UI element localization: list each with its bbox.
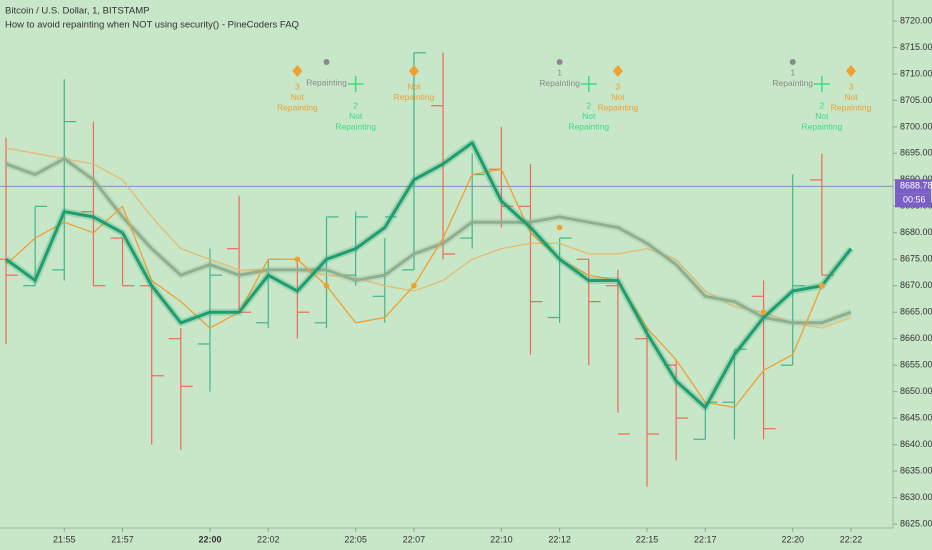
signal-label: 3 [616,81,621,91]
signal-diamond [612,65,623,77]
y-tick-label: 8660.00 [900,333,932,343]
signal-label: Not [844,92,858,102]
line-series [5,157,852,325]
signal-label: 1 [557,67,562,77]
signal-diamond [408,65,419,77]
x-tick-label: 22:15 [636,534,659,544]
signal-label: Repainting [335,121,376,131]
signal-diamond [292,65,303,77]
signal-label: Repainting [277,102,318,112]
signal-label: Not [291,92,305,102]
signal-circle [323,59,330,65]
signal-cross [580,76,597,92]
y-tick-label: 8650.00 [900,386,932,396]
signal-label: Not [582,111,596,121]
y-tick-label: 8690.00 [900,174,932,184]
signal-dot [294,256,301,263]
signal-label: Repainting [539,78,580,88]
signal-circle [556,59,563,65]
signal-label: Not [815,111,829,121]
y-tick-label: 8640.00 [900,439,932,449]
y-tick-label: 8665.00 [900,307,932,317]
y-tick-label: 8700.00 [900,121,932,131]
signal-label: 3 [849,81,854,91]
signal-label: 3 [295,81,300,91]
signal-dot [760,309,767,316]
y-tick-label: 8675.00 [900,254,932,264]
last-price-badge [895,179,931,194]
signal-dot [556,224,563,231]
y-tick-label: 8695.00 [900,148,932,158]
line-series [5,168,852,409]
x-tick-label: 21:57 [111,534,134,544]
last-price-label: 8688.78 [900,181,932,191]
signal-label: Not [407,81,421,91]
signal-label: Repainting [568,121,609,131]
chart-title: Bitcoin / U.S. Dollar, 1, BITSTAMP [5,6,149,17]
signal-dot [323,282,330,289]
y-tick-label: 8625.00 [900,518,932,528]
x-tick-label: 22:17 [694,534,717,544]
signal-label: Repainting [394,92,435,102]
y-tick-label: 8630.00 [900,492,932,502]
y-tick-label: 8655.00 [900,360,932,370]
x-tick-label: 22:12 [548,534,571,544]
signal-label: Repainting [306,77,347,87]
x-tick-label: 22:22 [840,534,863,544]
x-tick-label: 22:10 [490,534,513,544]
y-tick-label: 8710.00 [900,68,932,78]
line-series [5,141,853,410]
signal-label: 2 [586,100,591,110]
signal-label: Not [611,92,625,102]
signal-circle [789,59,796,65]
signal-label: Repainting [802,121,843,131]
y-tick-label: 8705.00 [900,95,932,105]
signal-dot [819,282,825,289]
signal-label: 2 [819,100,824,110]
signal-diamond [846,65,856,77]
signal-label: Repainting [772,78,813,88]
signal-dot [411,282,417,289]
y-tick-label: 8635.00 [900,465,932,475]
countdown-badge [895,193,931,208]
x-tick-label: 22:02 [257,534,280,544]
x-tick-label: 22:07 [403,534,426,544]
y-tick-label: 8670.00 [900,280,932,290]
y-tick-label: 8715.00 [900,42,932,52]
signal-cross [813,76,830,92]
y-tick-label: 8680.00 [900,227,932,237]
line-series [5,147,852,329]
x-tick-label: 22:00 [198,534,221,544]
x-tick-label: 21:55 [53,534,76,544]
y-tick-label: 8645.00 [900,412,932,422]
signal-label: 2 [353,100,358,110]
y-tick-label: 8720.00 [900,15,932,25]
signal-label: 1 [790,67,795,77]
signal-cross [347,76,364,92]
signal-label: Repainting [831,102,872,112]
x-tick-label: 22:20 [781,534,804,544]
countdown-label: 00:56 [903,195,926,205]
x-tick-label: 22:05 [344,534,367,544]
chart-subtitle: How to avoid repainting when NOT using s… [5,20,299,31]
signal-label: Not [349,111,363,121]
signal-label: Repainting [598,102,639,112]
